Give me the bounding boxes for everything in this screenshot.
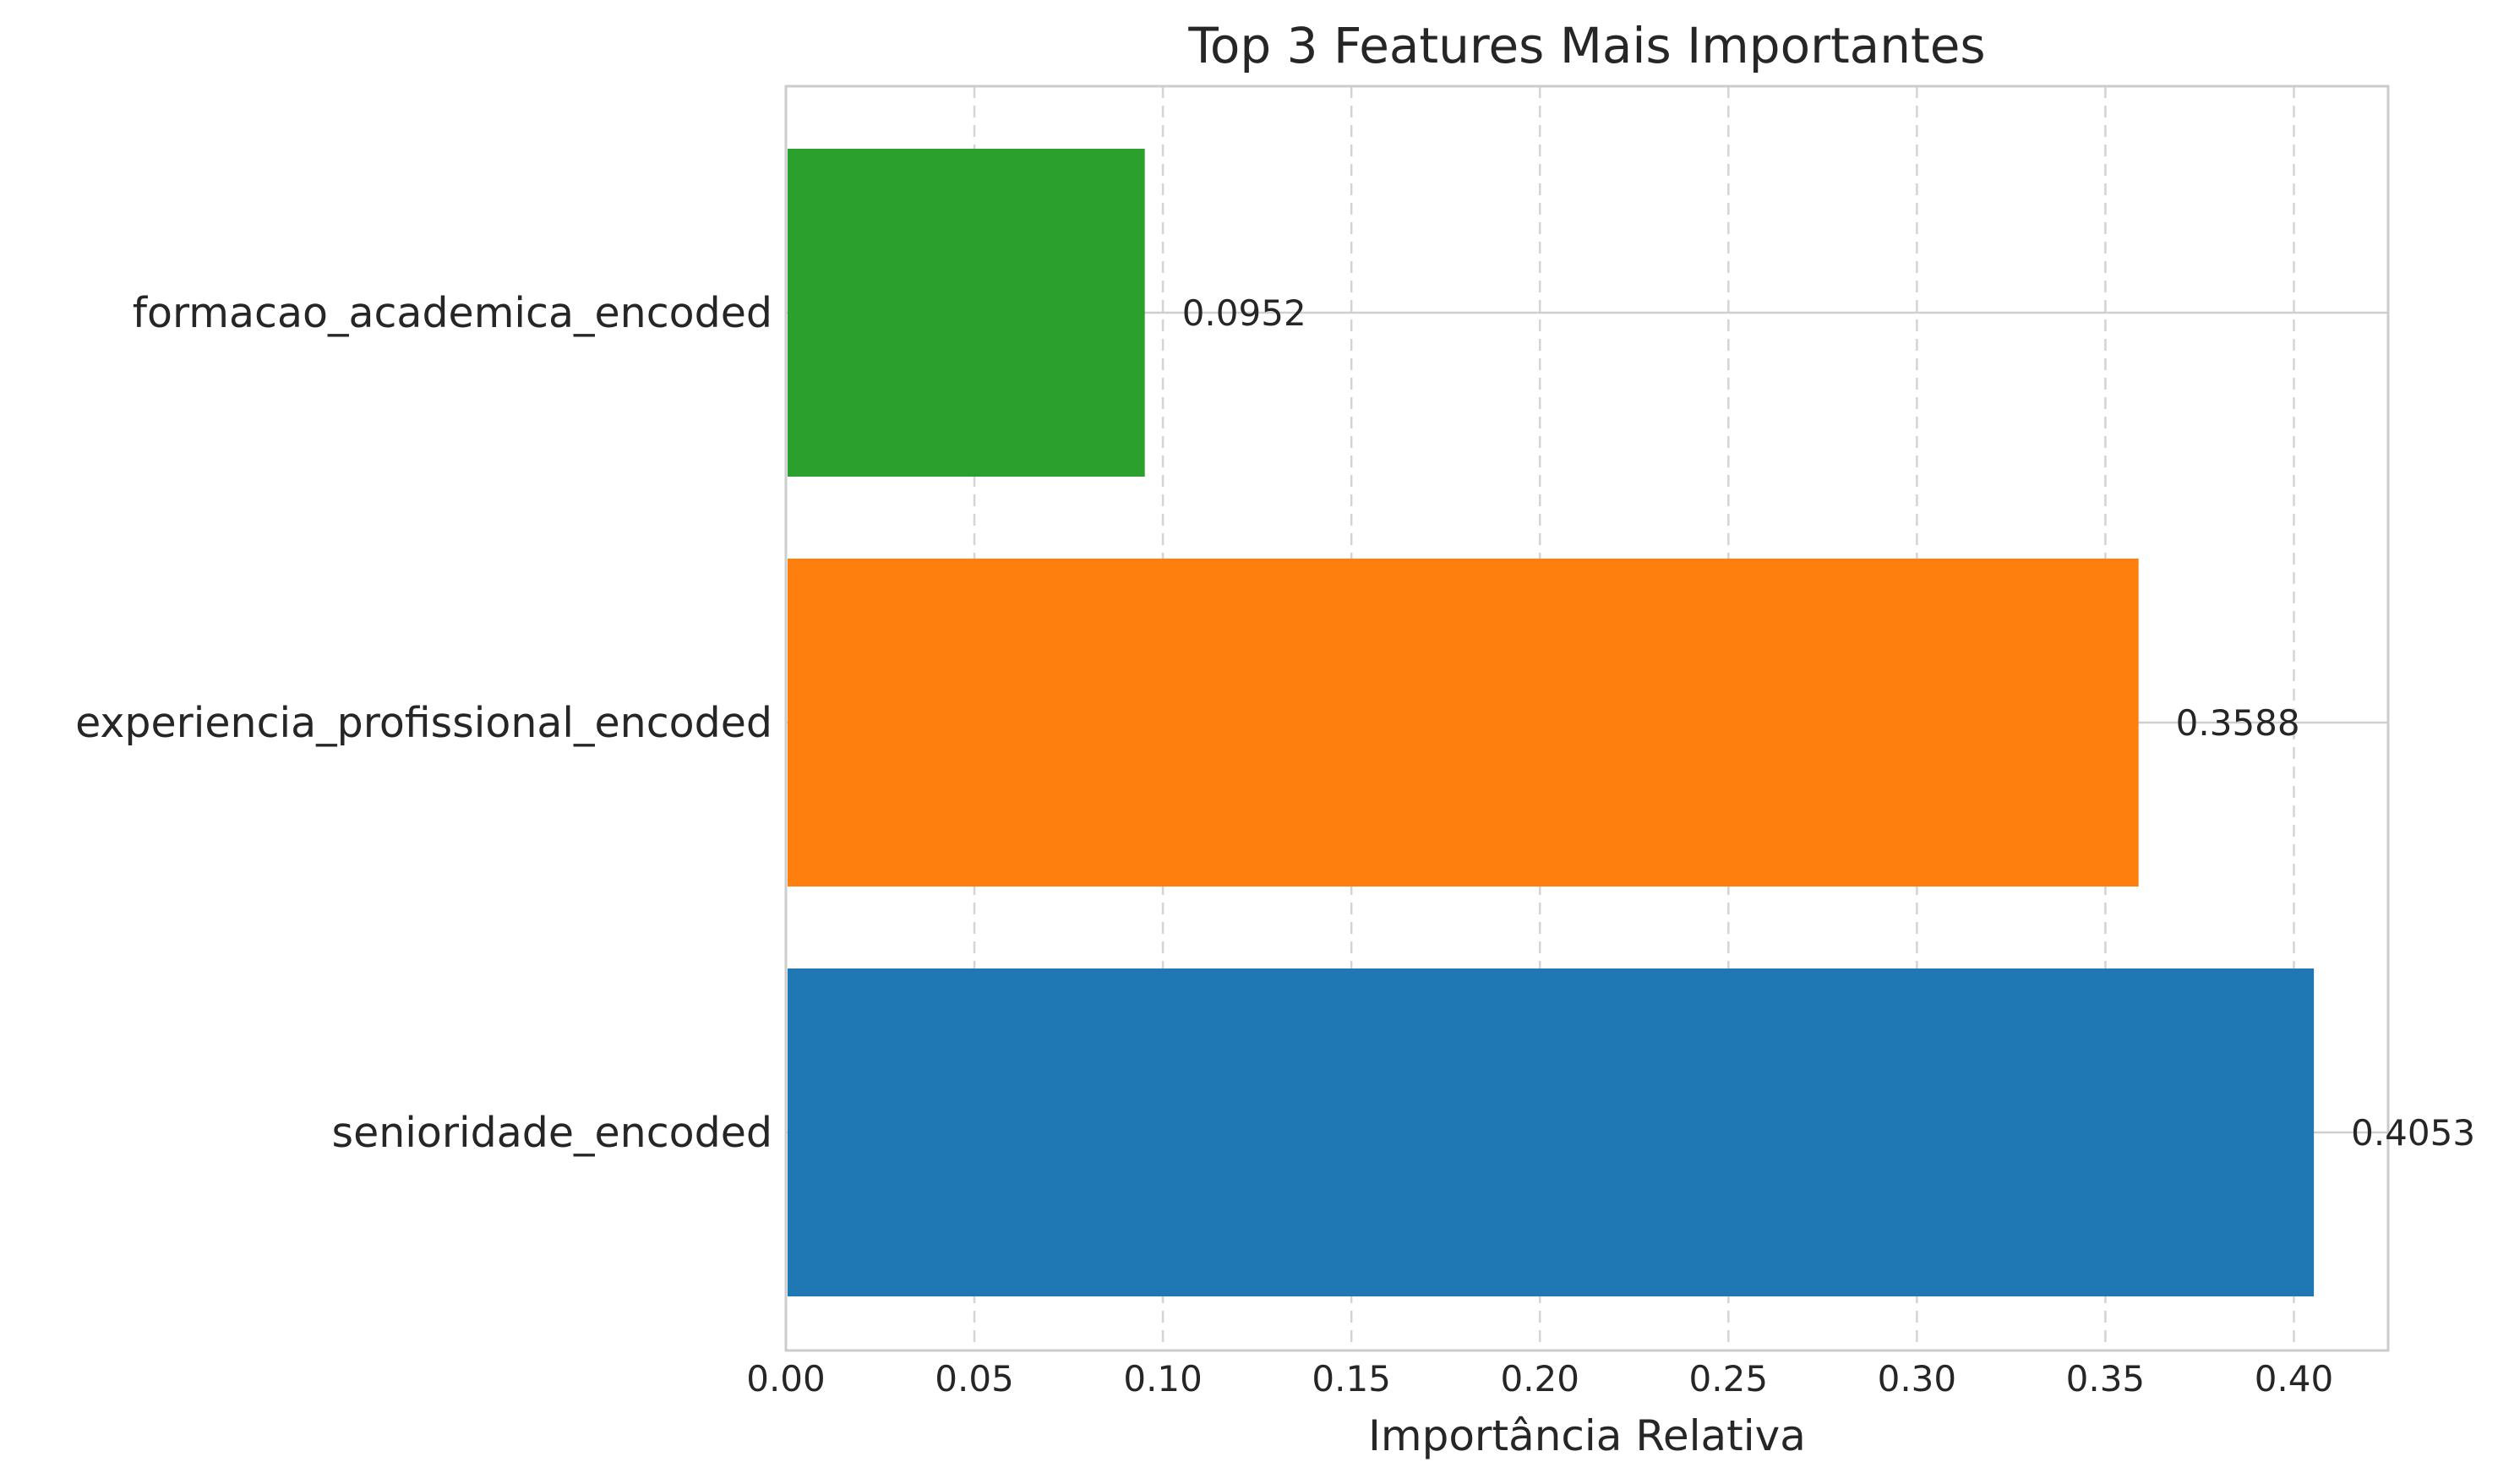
x-tick-label: 0.25 xyxy=(1689,1358,1769,1399)
x-tick-label: 0.40 xyxy=(2255,1358,2334,1399)
y-category-label: senioridade_encoded xyxy=(332,1109,772,1157)
x-tick-label: 0.05 xyxy=(935,1358,1014,1399)
x-tick-label: 0.15 xyxy=(1312,1358,1391,1399)
bar-value-label: 0.3588 xyxy=(2176,702,2300,744)
x-tick-label: 0.20 xyxy=(1500,1358,1579,1399)
bar-layer xyxy=(788,149,2315,1296)
x-tick-label: 0.00 xyxy=(746,1358,826,1399)
y-category-label: formacao_academica_encoded xyxy=(133,289,772,337)
bar xyxy=(788,559,2139,887)
bar xyxy=(788,968,2315,1296)
x-tick-label: 0.35 xyxy=(2066,1358,2146,1399)
bar xyxy=(788,149,1145,477)
chart-title: Top 3 Features Mais Importantes xyxy=(1187,17,1985,74)
x-axis-label: Importância Relativa xyxy=(1368,1411,1806,1460)
bar-value-label: 0.0952 xyxy=(1182,292,1306,334)
bar-value-label: 0.4053 xyxy=(2351,1112,2475,1154)
plot-frame xyxy=(784,85,2390,1352)
y-category-label: experiencia_profissional_encoded xyxy=(75,699,772,747)
x-tick-label: 0.30 xyxy=(1878,1358,1957,1399)
text-layer: 0.00 0.05 0.10 0.15 0.20 0.25 0.30 0.35 0.40 0.40… xyxy=(75,289,2475,1399)
x-tick-label: 0.10 xyxy=(1123,1358,1203,1399)
